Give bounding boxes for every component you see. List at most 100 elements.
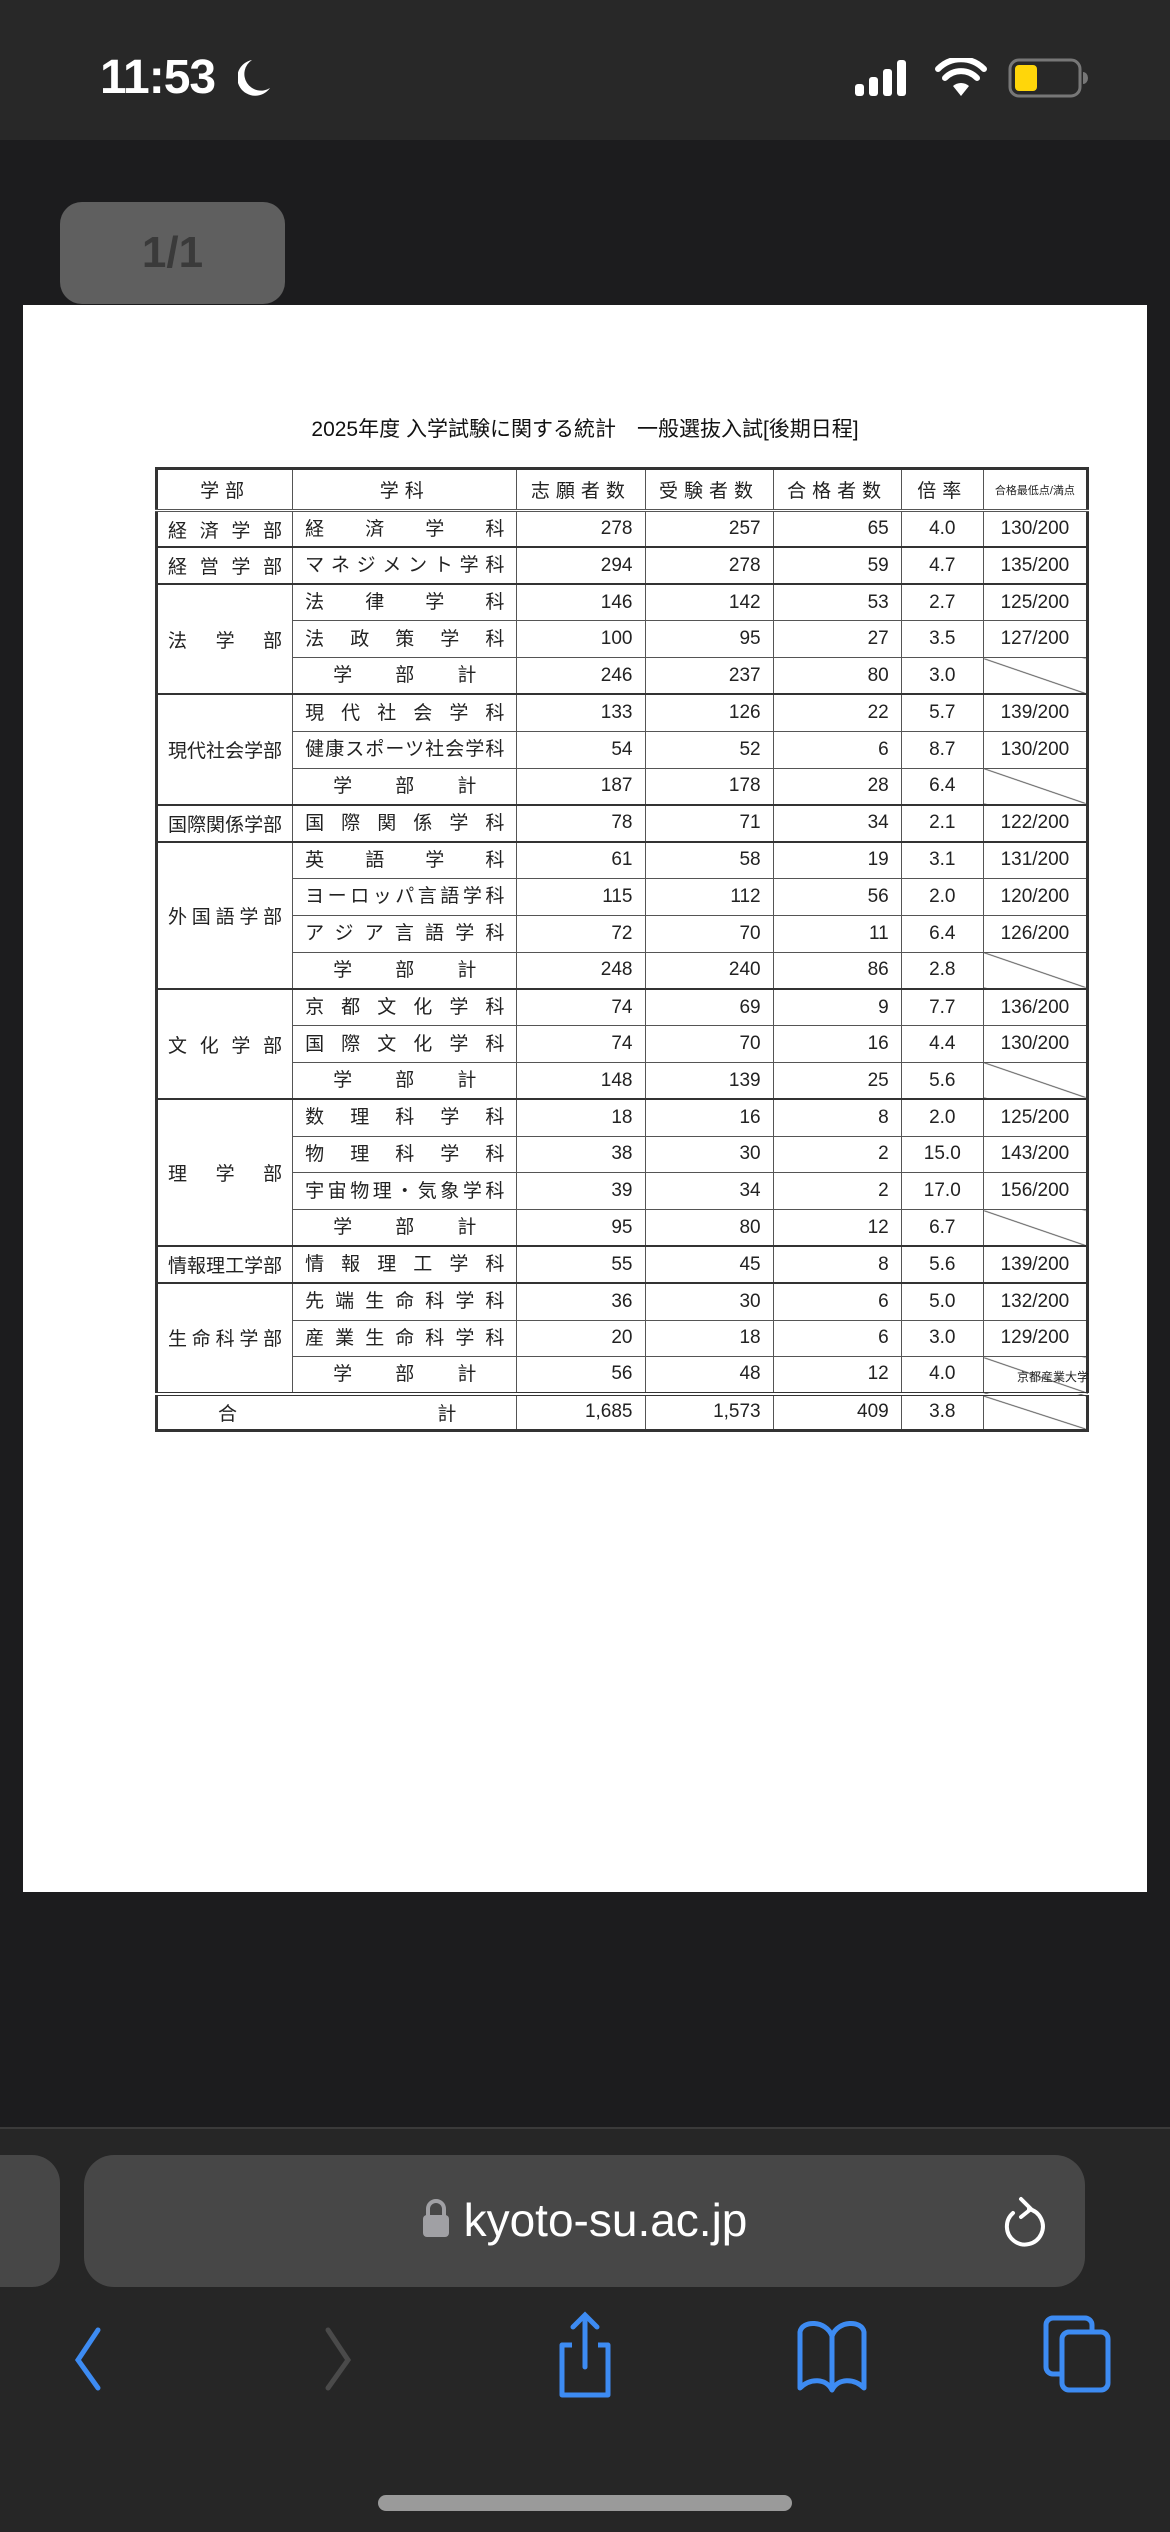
battery-icon [1008, 58, 1088, 98]
ratio-cell: 4.7 [900, 546, 984, 585]
applicants-cell: 148 [516, 1061, 646, 1100]
examinees-cell: 18 [644, 1319, 774, 1358]
tabs-icon[interactable] [1040, 2314, 1120, 2394]
applicants-cell: 18 [516, 1098, 646, 1137]
ratio-cell: 6.4 [900, 767, 984, 806]
applicants-cell: 78 [516, 803, 646, 843]
statistics-table: 学部 学科 志願者数 受験者数 合格者数 倍率 合格最低点/満点 経済学部 経済学… [155, 467, 1089, 1432]
faculty-name: 外国語学部 [155, 840, 294, 990]
examinees-cell: 257 [644, 509, 774, 548]
applicants-cell: 55 [516, 1245, 646, 1284]
applicants-cell: 20 [516, 1319, 646, 1358]
empty-slash-cell [982, 951, 1089, 990]
ratio-cell: 2.0 [900, 1098, 984, 1137]
empty-slash-cell [982, 657, 1089, 695]
total-label: 合計 [155, 1391, 518, 1431]
passed-cell: 86 [772, 951, 902, 990]
examinees-cell: 30 [644, 1135, 774, 1174]
min-score-cell: 139/200 [982, 693, 1089, 732]
share-icon[interactable] [550, 2309, 620, 2399]
table-row: ヨーロッパ言語学科 115 112 56 2.0 120/200 [157, 877, 1089, 916]
applicants-cell: 36 [516, 1282, 646, 1321]
department-name: 学部計 [292, 1209, 518, 1247]
examinees-cell: 80 [644, 1209, 774, 1247]
department-name: 学部計 [292, 951, 518, 990]
examinees-cell: 95 [644, 620, 774, 659]
applicants-cell: 72 [516, 914, 646, 953]
ratio-cell: 4.0 [900, 1356, 984, 1395]
examinees-cell: 278 [644, 546, 774, 585]
pdf-page: 2025年度 入学試験に関する統計 一般選抜入試[後期日程] 学部 学科 志願者… [23, 305, 1147, 1892]
total-applicants: 1,685 [516, 1391, 646, 1431]
passed-cell: 53 [772, 583, 902, 622]
previous-tab-preview[interactable] [0, 2155, 60, 2287]
passed-cell: 6 [772, 1282, 902, 1321]
min-score-cell: 120/200 [982, 877, 1089, 916]
examinees-cell: 178 [644, 767, 774, 806]
lock-icon [422, 2199, 449, 2237]
home-indicator[interactable] [378, 2495, 792, 2511]
ratio-cell: 8.7 [900, 730, 984, 769]
ratio-cell: 7.7 [900, 987, 984, 1027]
applicants-cell: 39 [516, 1172, 646, 1211]
header-applicants: 志願者数 [516, 468, 646, 512]
bookmarks-icon[interactable] [792, 2314, 872, 2394]
min-score-cell: 125/200 [982, 583, 1089, 622]
faculty-name: 経営学部 [155, 546, 294, 585]
address-bar[interactable]: kyoto-su.ac.jp [84, 2155, 1085, 2287]
table-row: 生命科学部 先端生命科学科 36 30 6 5.0 132/200 [155, 1282, 1089, 1395]
table-row: 外国語学部 英語学科 61 58 19 3.1 131/200 [155, 840, 1089, 990]
min-score-cell: 143/200 [982, 1135, 1089, 1174]
passed-cell: 19 [772, 840, 902, 879]
min-score-cell: 125/200 [982, 1098, 1089, 1137]
passed-cell: 9 [772, 987, 902, 1027]
applicants-cell: 100 [516, 620, 646, 659]
document-title: 2025年度 入学試験に関する統計 一般選抜入試[後期日程] [311, 418, 859, 441]
passed-cell: 34 [772, 803, 902, 843]
ratio-cell: 17.0 [900, 1172, 984, 1211]
subtotal-row: 学部計 248 240 86 2.8 [157, 951, 1089, 990]
department-name: 宇宙物理・気象学科 [292, 1172, 518, 1211]
passed-cell: 28 [772, 767, 902, 806]
table-row: 文化学部 京都文化学科 74 69 9 7.7 136/200 [155, 987, 1089, 1100]
subtotal-row: 学部計 246 237 80 3.0 [157, 657, 1089, 695]
applicants-cell: 278 [516, 509, 646, 548]
examinees-cell: 237 [644, 657, 774, 695]
passed-cell: 2 [772, 1135, 902, 1174]
applicants-cell: 56 [516, 1356, 646, 1395]
empty-slash-cell [982, 1209, 1089, 1247]
faculty-name: 現代社会学部 [155, 693, 294, 806]
header-department: 学科 [292, 468, 518, 512]
department-name: 学部計 [292, 1356, 518, 1395]
table-row: 理学部 数理科学科 18 16 8 2.0 125/200 [155, 1098, 1089, 1247]
header-examinees: 受験者数 [644, 468, 774, 512]
applicants-cell: 74 [516, 1025, 646, 1063]
total-ratio: 3.8 [900, 1391, 984, 1431]
applicants-cell: 61 [516, 840, 646, 879]
applicants-cell: 187 [516, 767, 646, 806]
passed-cell: 27 [772, 620, 902, 659]
passed-cell: 12 [772, 1209, 902, 1247]
empty-slash-cell [982, 1061, 1089, 1100]
ratio-cell: 5.6 [900, 1061, 984, 1100]
min-score-cell: 122/200 [982, 803, 1089, 843]
ratio-cell: 5.0 [900, 1282, 984, 1321]
ratio-cell: 6.7 [900, 1209, 984, 1247]
table-row: 物理科学科 38 30 2 15.0 143/200 [157, 1135, 1089, 1174]
table-row: 国際関係学部 国際関係学科 78 71 34 2.1 122/200 [155, 803, 1089, 843]
min-score-cell: 129/200 [982, 1319, 1089, 1358]
department-name: 学部計 [292, 657, 518, 695]
applicants-cell: 74 [516, 987, 646, 1027]
department-name: マネジメント学科 [292, 546, 518, 585]
back-icon[interactable] [68, 2324, 108, 2394]
pdf-viewer[interactable]: 1/1 2025年度 入学試験に関する統計 一般選抜入試[後期日程] 学部 学科… [0, 140, 1170, 2127]
subtotal-row: 学部計 187 178 28 6.4 [157, 767, 1089, 806]
table-row: 健康スポーツ社会学科 54 52 6 8.7 130/200 [157, 730, 1089, 769]
header-ratio: 倍率 [900, 468, 984, 512]
reload-icon[interactable] [999, 2193, 1049, 2253]
department-name: 国際関係学科 [292, 803, 518, 843]
empty-slash-cell [982, 1391, 1089, 1431]
forward-icon[interactable] [318, 2324, 358, 2394]
table-row: 法学部 法律学科 146 142 53 2.7 125/200 [155, 583, 1089, 695]
department-name: 数理科学科 [292, 1098, 518, 1137]
